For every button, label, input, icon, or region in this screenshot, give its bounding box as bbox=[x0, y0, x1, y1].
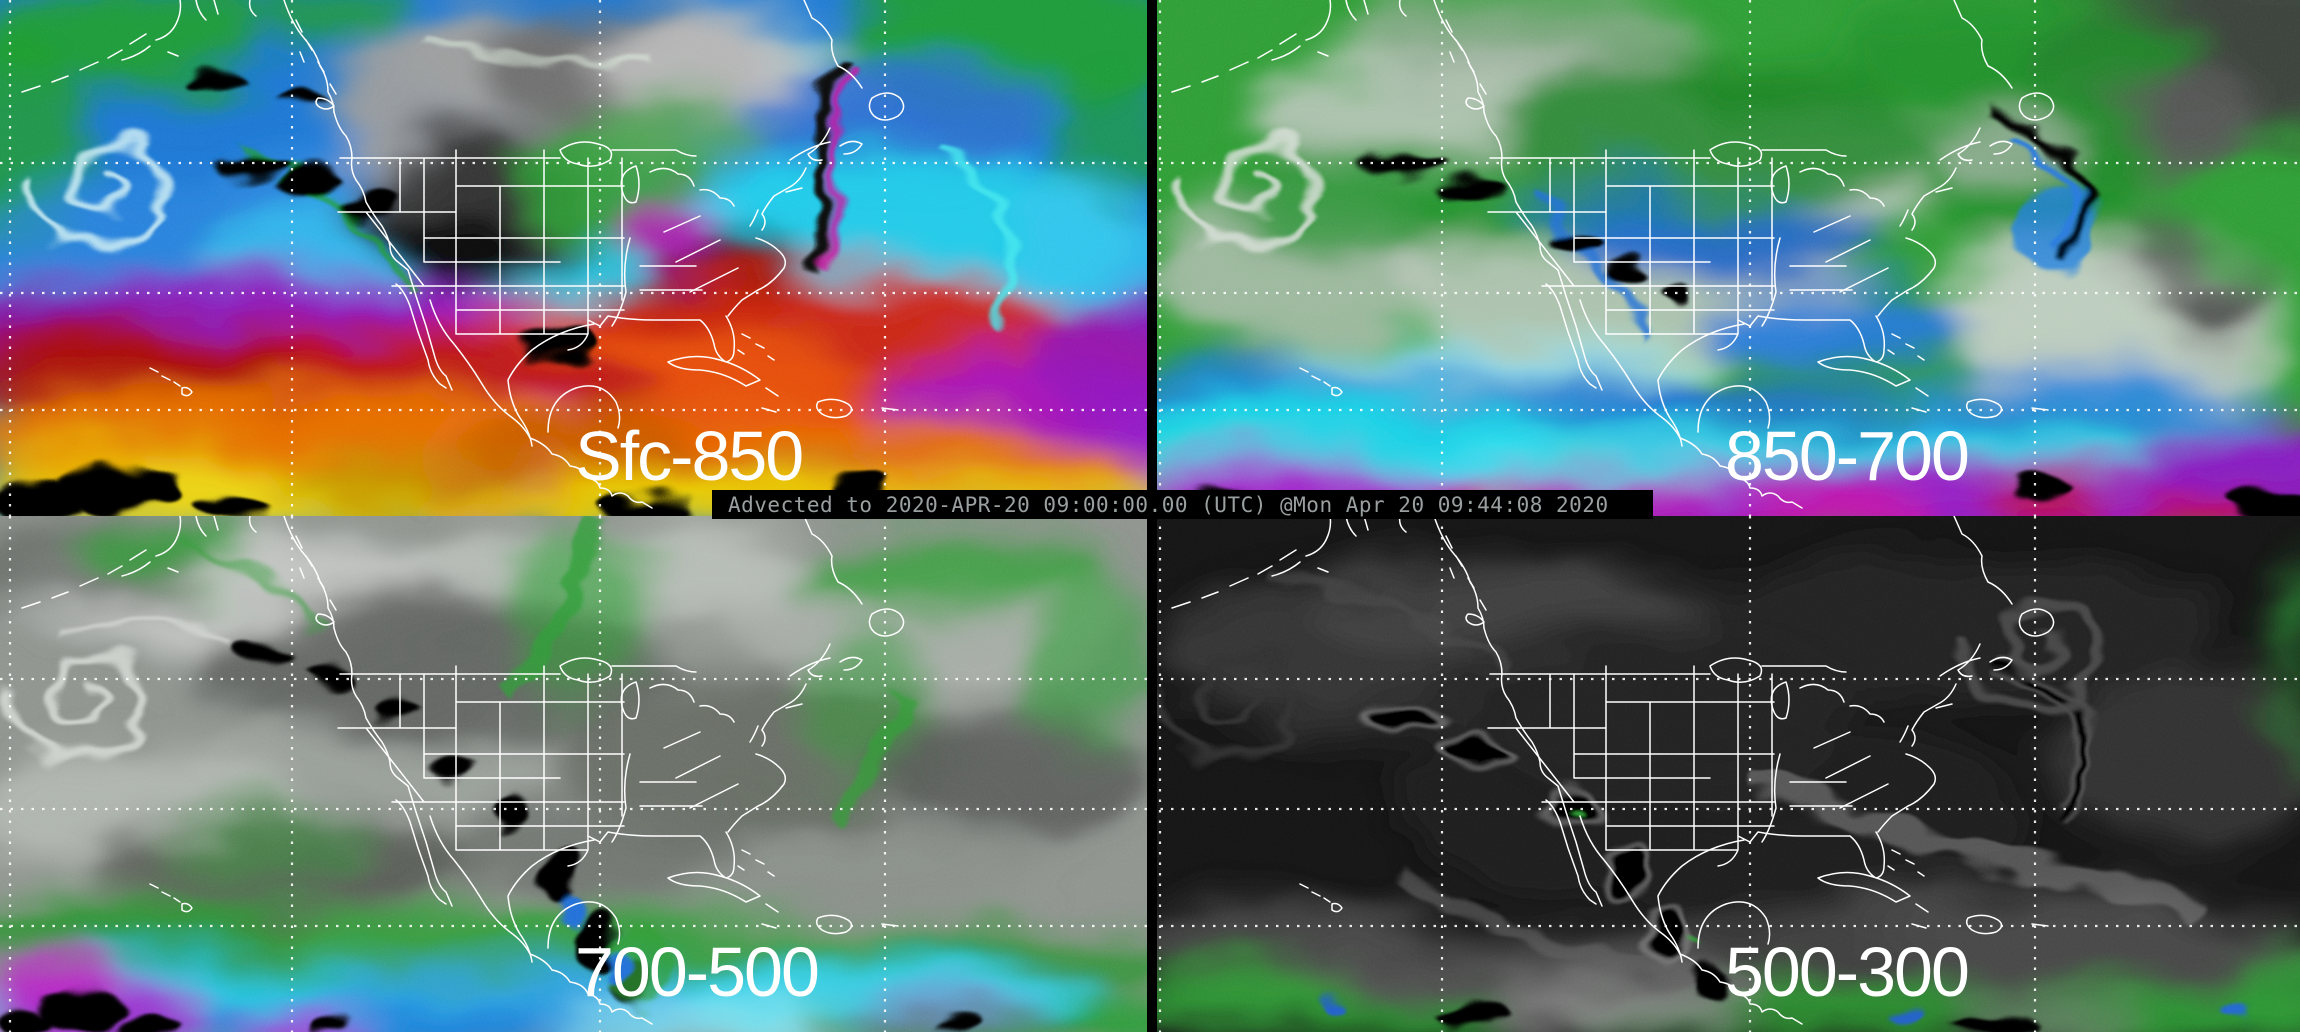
timestamp-text: Advected to 2020-APR-20 09:00:00.00 (UTC… bbox=[728, 492, 1609, 517]
panel-500-300: 500-300 bbox=[1150, 516, 2300, 1032]
panel-label-700-500: 700-500 bbox=[575, 933, 820, 1011]
panel-label-500-300: 500-300 bbox=[1725, 933, 1970, 1011]
panel-700-500: 700-500 bbox=[0, 516, 1150, 1032]
moisture-field-sfc-850 bbox=[0, 0, 1150, 516]
moisture-field-500-300 bbox=[1150, 516, 2300, 1032]
panel-sfc-850: Sfc-850 bbox=[0, 0, 1150, 516]
moisture-field-700-500 bbox=[0, 516, 1150, 1032]
timestamp-bar: Advected to 2020-APR-20 09:00:00.00 (UTC… bbox=[712, 490, 1653, 519]
panel-850-700: 850-700 bbox=[1150, 0, 2300, 516]
panel-label-850-700: 850-700 bbox=[1725, 417, 1970, 495]
panel-label-sfc-850: Sfc-850 bbox=[575, 417, 804, 495]
